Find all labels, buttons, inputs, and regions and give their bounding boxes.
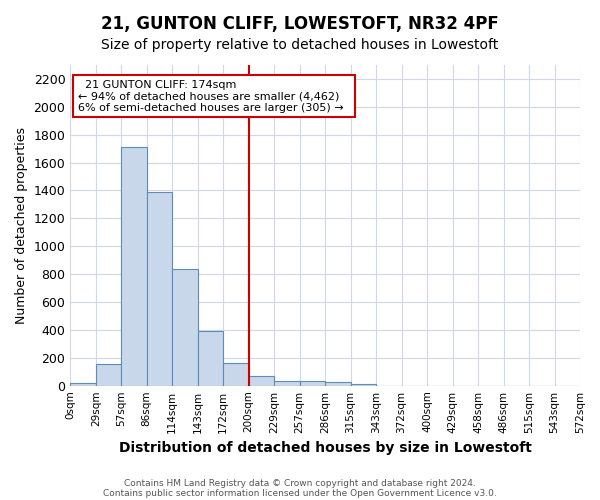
Bar [96,364,121,386]
Bar [198,332,223,386]
Bar [299,382,325,386]
Bar [350,384,376,386]
Bar [121,148,147,386]
Bar [223,364,248,386]
Text: Contains public sector information licensed under the Open Government Licence v3: Contains public sector information licen… [103,488,497,498]
Text: 21 GUNTON CLIFF: 174sqm
← 94% of detached houses are smaller (4,462)
6% of semi-: 21 GUNTON CLIFF: 174sqm ← 94% of detache… [78,80,350,113]
Text: 21, GUNTON CLIFF, LOWESTOFT, NR32 4PF: 21, GUNTON CLIFF, LOWESTOFT, NR32 4PF [101,15,499,33]
Bar [172,270,198,386]
Text: Contains HM Land Registry data © Crown copyright and database right 2024.: Contains HM Land Registry data © Crown c… [124,478,476,488]
X-axis label: Distribution of detached houses by size in Lowestoft: Distribution of detached houses by size … [119,441,532,455]
Bar [70,383,96,386]
Bar [325,382,350,386]
Bar [274,382,299,386]
Text: Size of property relative to detached houses in Lowestoft: Size of property relative to detached ho… [101,38,499,52]
Bar [147,192,172,386]
Bar [248,376,274,386]
Y-axis label: Number of detached properties: Number of detached properties [15,127,28,324]
